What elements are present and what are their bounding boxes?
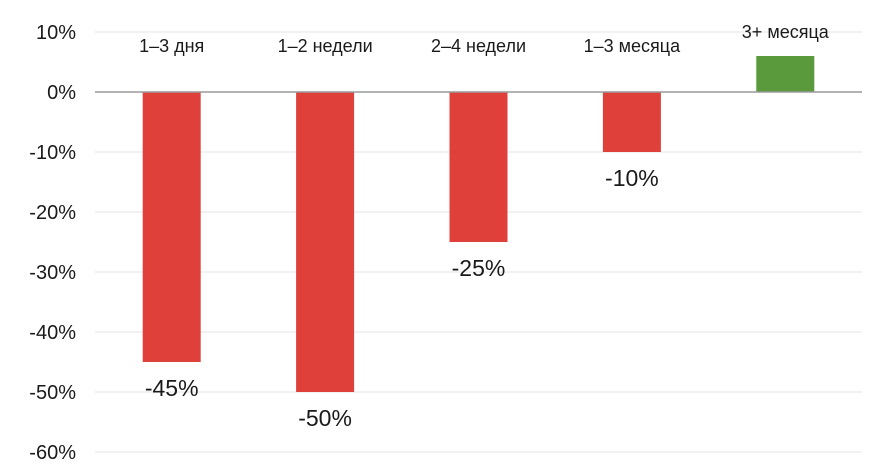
category-label: 2–4 недели bbox=[431, 36, 526, 56]
bar bbox=[449, 92, 508, 242]
y-tick-label: -40% bbox=[29, 322, 76, 344]
bar bbox=[296, 92, 355, 392]
data-label: -45% bbox=[145, 375, 199, 401]
y-tick-label: -10% bbox=[29, 142, 76, 164]
data-label: -50% bbox=[298, 405, 352, 431]
category-label: 1–3 дня bbox=[139, 36, 204, 56]
y-tick-label: -20% bbox=[29, 202, 76, 224]
y-tick-label: -50% bbox=[29, 382, 76, 404]
y-tick-label: -30% bbox=[29, 262, 76, 284]
bar bbox=[602, 92, 661, 152]
y-tick-label: 0% bbox=[47, 82, 76, 104]
bars bbox=[142, 56, 815, 392]
y-axis: 10% 0% -10% -20% -30% -40% -50% -60% bbox=[29, 22, 76, 464]
bar bbox=[142, 92, 201, 362]
y-tick-label: -60% bbox=[29, 442, 76, 464]
category-label: 1–3 месяца bbox=[584, 36, 681, 56]
category-label: 3+ месяца bbox=[742, 22, 830, 42]
data-label: -10% bbox=[605, 165, 659, 191]
bar bbox=[756, 56, 815, 92]
category-labels: 1–3 дня 1–2 недели 2–4 недели 1–3 месяца 3+ … bbox=[139, 22, 830, 56]
category-label: 1–2 недели bbox=[278, 36, 373, 56]
data-labels: -45% -50% -25% -10% bbox=[145, 165, 659, 431]
y-tick-label: 10% bbox=[36, 22, 76, 44]
data-label: -25% bbox=[452, 255, 506, 281]
